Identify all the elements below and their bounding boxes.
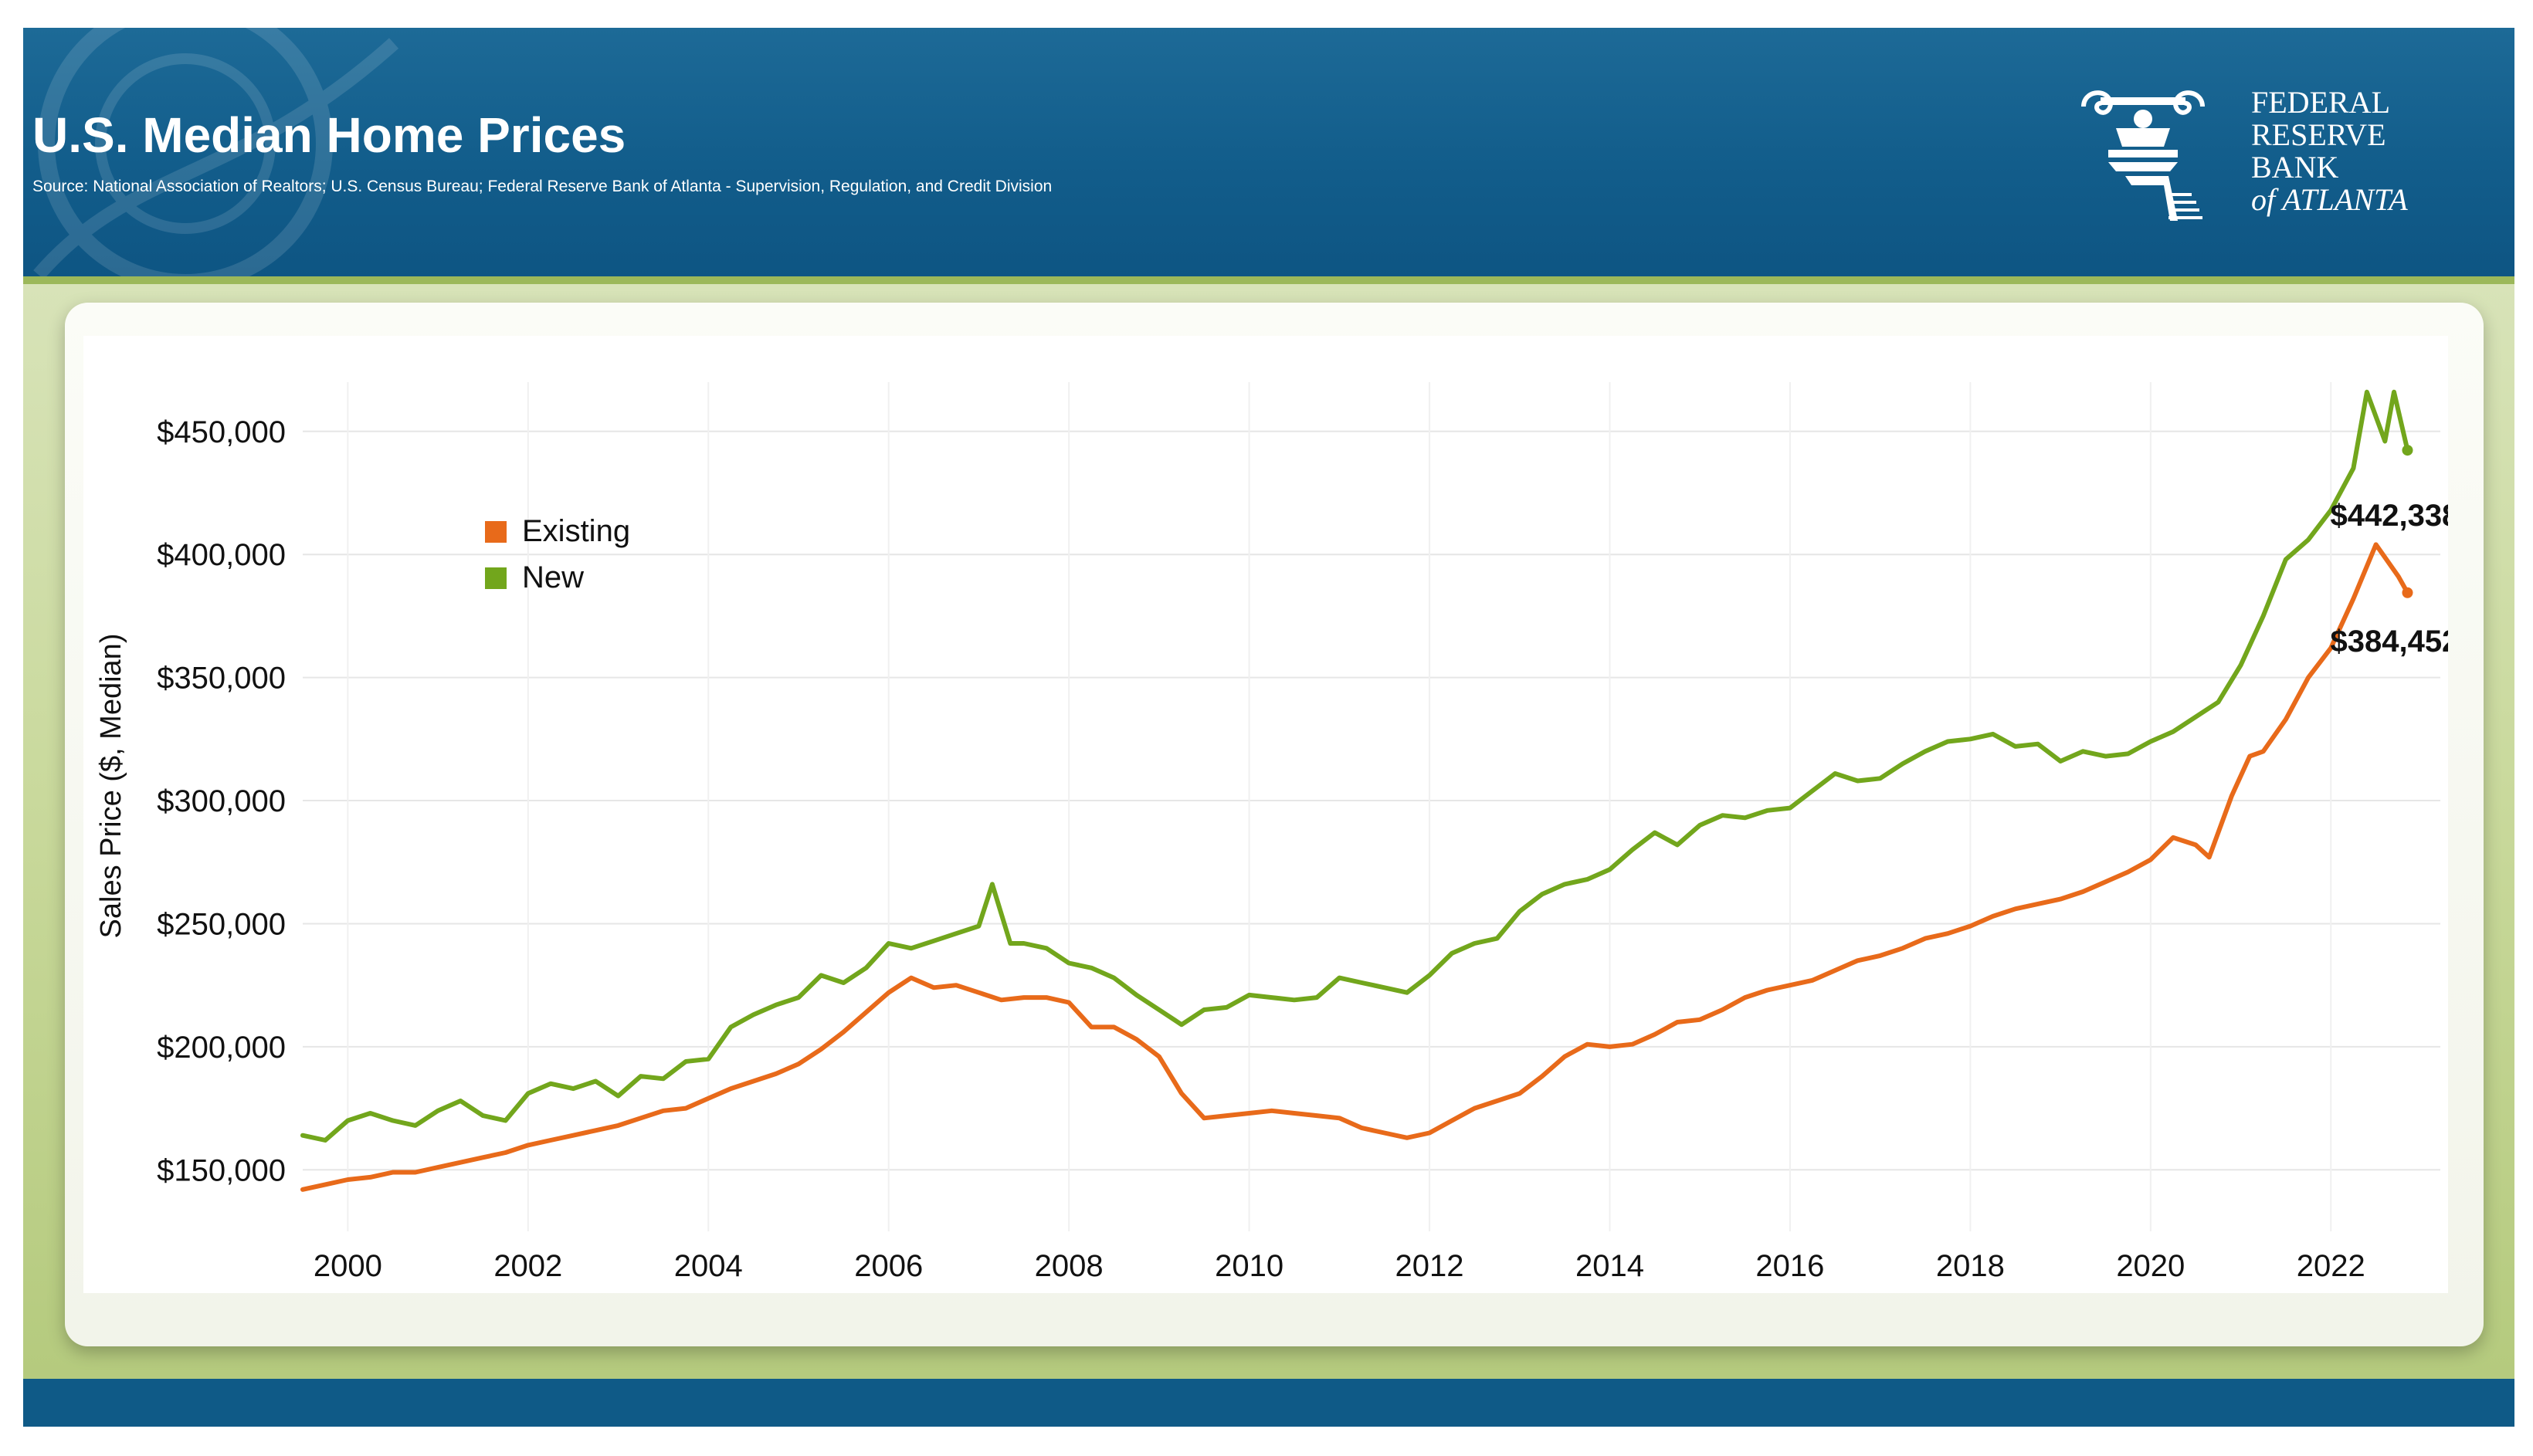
y-tick-label: $200,000 bbox=[157, 1031, 286, 1065]
end-point-new bbox=[2402, 445, 2413, 456]
x-tick-label: 2022 bbox=[2297, 1249, 2365, 1283]
x-tick-label: 2002 bbox=[493, 1249, 562, 1283]
x-tick-label: 2014 bbox=[1575, 1249, 1644, 1283]
source-note: Source: National Association of Realtors… bbox=[32, 178, 1053, 195]
logo-line: RESERVE bbox=[2251, 117, 2386, 152]
federal-reserve-logo: FEDERAL RESERVE BANK of ATLANTA bbox=[2077, 85, 2479, 232]
logo-line: of ATLANTA bbox=[2251, 182, 2408, 217]
series-line-existing bbox=[300, 542, 2410, 1192]
legend-swatch bbox=[485, 521, 507, 543]
x-tick-label: 2008 bbox=[1035, 1249, 1104, 1283]
end-point-existing bbox=[2402, 587, 2413, 598]
x-tick-label: 2018 bbox=[1936, 1249, 2005, 1283]
axes: $150,000 $200,000 $250,000 $300,000 $350,000… bbox=[157, 415, 2365, 1283]
y-tick-label: $300,000 bbox=[157, 784, 286, 818]
y-tick-label: $350,000 bbox=[157, 662, 286, 696]
logo-wordmark: FEDERAL RESERVE BANK of ATLANTA bbox=[2251, 86, 2408, 216]
legend: Existing New bbox=[485, 514, 630, 594]
y-tick-label: $250,000 bbox=[157, 907, 286, 941]
data-label-new: $442,338 bbox=[2330, 499, 2448, 533]
legend-swatch bbox=[485, 567, 507, 589]
x-tick-label: 2020 bbox=[2116, 1249, 2185, 1283]
x-tick-label: 2016 bbox=[1755, 1249, 1824, 1283]
page-title: U.S. Median Home Prices bbox=[32, 107, 626, 163]
x-tick-label: 2000 bbox=[314, 1249, 382, 1283]
series-line-new bbox=[300, 389, 2410, 1143]
logo-line: BANK bbox=[2251, 150, 2339, 185]
legend-label: Existing bbox=[522, 514, 630, 548]
column-capital-icon bbox=[2081, 90, 2205, 221]
series-lines bbox=[300, 389, 2413, 1192]
x-tick-label: 2012 bbox=[1395, 1249, 1464, 1283]
data-labels: $442,338 $384,452 bbox=[2330, 499, 2448, 659]
header-ornament bbox=[33, 28, 399, 276]
footer-bar bbox=[23, 1379, 2514, 1427]
data-label-existing: $384,452 bbox=[2330, 625, 2448, 659]
header-banner bbox=[23, 28, 2514, 276]
plot-background bbox=[83, 336, 2448, 1293]
header-stripe bbox=[23, 276, 2514, 284]
legend-label: New bbox=[522, 560, 584, 594]
x-tick-label: 2004 bbox=[674, 1249, 743, 1283]
y-tick-label: $450,000 bbox=[157, 415, 286, 449]
y-tick-label: $150,000 bbox=[157, 1153, 286, 1187]
x-tick-label: 2010 bbox=[1215, 1249, 1283, 1283]
y-tick-label: $400,000 bbox=[157, 538, 286, 572]
price-line-chart: $150,000 $200,000 $250,000 $300,000 $350,000… bbox=[83, 336, 2448, 1293]
x-tick-label: 2006 bbox=[854, 1249, 923, 1283]
logo-line: FEDERAL bbox=[2251, 85, 2390, 120]
gridlines bbox=[303, 382, 2440, 1231]
y-axis-label: Sales Price ($, Median) bbox=[95, 634, 127, 939]
